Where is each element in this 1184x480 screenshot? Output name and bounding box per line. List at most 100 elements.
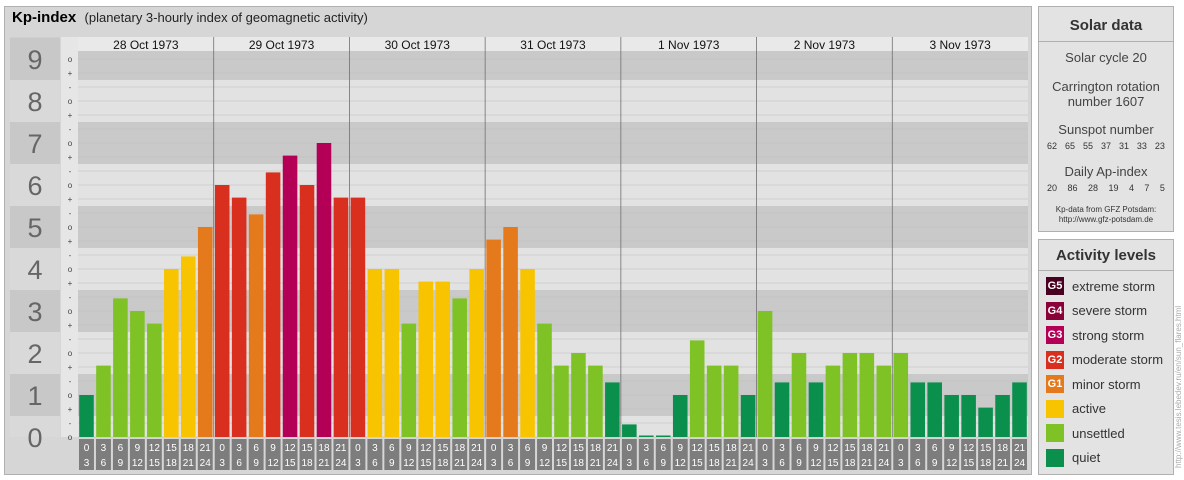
y-band	[10, 80, 60, 122]
y-subtick-label: -	[69, 377, 72, 386]
interval-start: 0	[84, 443, 90, 454]
kp-bar	[961, 395, 976, 437]
interval-start: 6	[525, 443, 531, 454]
sunspot-label: Sunspot number	[1058, 122, 1154, 137]
day-label: 28 Oct 1973	[113, 38, 179, 52]
time-interval-box	[1012, 439, 1027, 470]
interval-start: 15	[709, 443, 721, 454]
kp-bar	[197, 227, 213, 437]
credit: Kp-data from GFZ Potsdam: http://www.gfz…	[1039, 205, 1173, 225]
kp-bar	[723, 365, 739, 437]
interval-start: 9	[135, 443, 141, 454]
time-interval-box	[214, 439, 230, 470]
y-subtick-label: +	[68, 195, 73, 204]
y-band	[10, 374, 60, 416]
kp-bar	[927, 382, 942, 437]
ap-value-1: 86	[1067, 183, 1078, 193]
ap-value-6: 5	[1159, 183, 1165, 193]
time-interval-box	[842, 439, 858, 470]
kp-bar-chart: 28 Oct 1973 29 Oct 1973 30 Oct 1973 31 Oct …	[10, 37, 1028, 470]
interval-start: 6	[660, 443, 666, 454]
y-subtick-label: o	[68, 139, 73, 148]
kp-bar	[265, 172, 281, 437]
time-interval-box	[774, 439, 790, 470]
interval-end: 21	[726, 458, 738, 469]
legend-label: moderate storm	[1072, 352, 1164, 368]
time-interval-box	[621, 439, 637, 470]
interval-end: 9	[253, 458, 259, 469]
interval-start: 3	[644, 443, 650, 454]
legend-item-quiet: quiet	[1039, 446, 1173, 471]
y-band	[10, 290, 60, 332]
interval-start: 9	[406, 443, 412, 454]
sunspot-value-4: 31	[1118, 141, 1129, 151]
kp-bar	[418, 281, 434, 437]
interval-end: 6	[101, 458, 107, 469]
y-subtick-label: -	[69, 125, 72, 134]
interval-start: 18	[183, 443, 195, 454]
y-band	[10, 206, 60, 248]
kp-bar	[316, 143, 332, 437]
y-tick-label: 6	[27, 171, 42, 201]
y-subtick-label: -	[69, 209, 72, 218]
interval-end: 24	[335, 458, 347, 469]
time-interval-box	[927, 439, 943, 470]
time-interval-box	[554, 439, 569, 470]
interval-end: 9	[796, 458, 802, 469]
legend-item-severe-storm: G4 severe storm	[1039, 299, 1173, 324]
kp-bar	[401, 323, 417, 437]
y-tick-label: 9	[27, 45, 42, 75]
interval-start: 6	[389, 443, 395, 454]
kp-bar	[282, 155, 298, 437]
time-interval-box	[570, 439, 586, 470]
legend-item-moderate-storm: G2 moderate storm	[1039, 348, 1173, 373]
interval-end: 24	[607, 458, 619, 469]
interval-start: 21	[1014, 443, 1026, 454]
time-interval-box	[452, 439, 468, 470]
solar-data-title: Solar data	[1069, 17, 1143, 34]
time-interval-box	[316, 439, 332, 470]
kp-bar	[757, 311, 773, 437]
y-band	[10, 248, 60, 290]
interval-start: 21	[878, 443, 890, 454]
kp-bar	[147, 323, 162, 437]
y-subtick-label: o	[68, 223, 73, 232]
kp-bar	[655, 435, 671, 437]
time-interval-box	[893, 439, 909, 470]
time-interval-box	[401, 439, 417, 470]
kp-bar	[672, 395, 688, 437]
y-subtick-column	[61, 37, 78, 437]
interval-start: 9	[270, 443, 276, 454]
interval-end: 6	[372, 458, 378, 469]
kp-bar	[367, 269, 383, 437]
divider	[1039, 41, 1173, 42]
sunspot-value-2: 55	[1082, 141, 1093, 151]
y-subtick-label: o	[68, 349, 73, 358]
legend-item-active: active	[1039, 397, 1173, 422]
kp-bar	[859, 353, 875, 437]
interval-start: 21	[335, 443, 347, 454]
interval-end: 24	[200, 458, 212, 469]
interval-start: 3	[508, 443, 514, 454]
interval-end: 3	[84, 458, 90, 469]
time-interval-box	[180, 439, 196, 470]
interval-end: 24	[1014, 458, 1026, 469]
y-subtick-label: o	[68, 181, 73, 190]
day-label: 31 Oct 1973	[520, 38, 586, 52]
interval-end: 9	[389, 458, 395, 469]
interval-end: 18	[301, 458, 313, 469]
time-interval-box	[435, 439, 451, 470]
time-interval-box	[978, 439, 994, 470]
chart-title-main: Kp-index	[12, 9, 77, 26]
time-interval-box	[79, 439, 94, 470]
interval-end: 21	[861, 458, 873, 469]
sunspot-value-5: 33	[1136, 141, 1147, 151]
time-interval-box	[231, 439, 247, 470]
legend-label: minor storm	[1072, 376, 1141, 392]
interval-end: 3	[491, 458, 497, 469]
kp-bar	[774, 382, 790, 437]
interval-end: 15	[963, 458, 975, 469]
interval-end: 21	[318, 458, 330, 469]
legend-swatch	[1046, 399, 1064, 418]
interval-end: 21	[590, 458, 602, 469]
